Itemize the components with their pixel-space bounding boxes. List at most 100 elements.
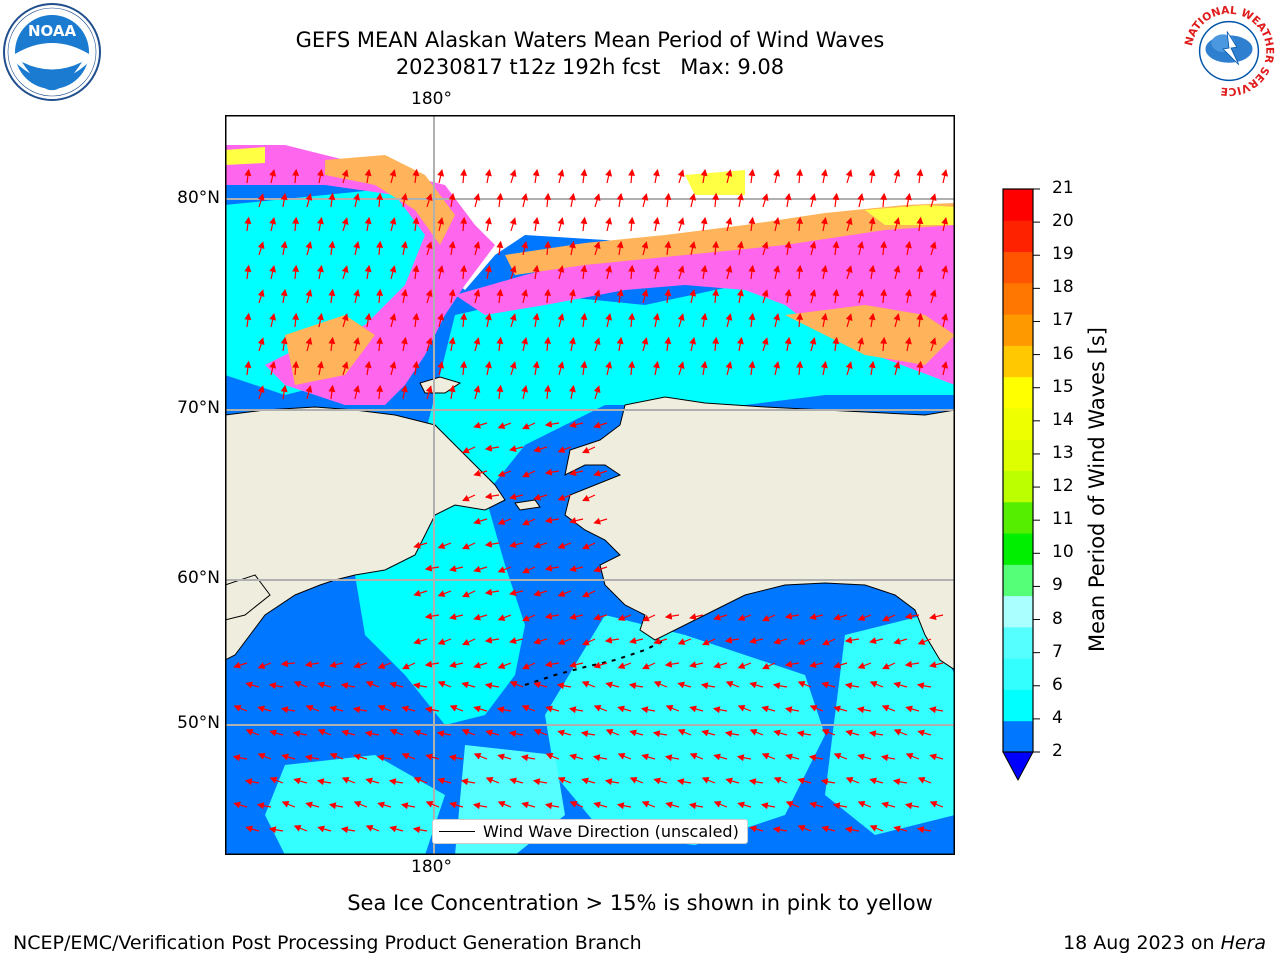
wind-wave-arrowhead	[616, 240, 624, 249]
colorbar-tick-label: 17	[1052, 310, 1074, 331]
wind-wave-arrowhead	[616, 288, 624, 297]
wind-wave-arrowhead	[341, 777, 350, 784]
wind-wave-arrowhead	[352, 706, 361, 714]
wind-wave-arrowhead	[737, 705, 746, 712]
wind-wave-arrowhead	[473, 385, 481, 393]
colorbar-segment	[1003, 689, 1033, 722]
wind-wave-arrowhead	[244, 264, 252, 273]
wind-wave-arrowhead	[317, 216, 324, 225]
wind-wave-arrowhead	[485, 216, 492, 225]
wind-wave-arrowhead	[509, 169, 517, 177]
wind-wave-arrowhead	[929, 661, 937, 669]
wind-wave-arrowhead	[880, 336, 888, 344]
wind-wave-arrowhead	[509, 541, 517, 549]
wind-wave-arrowhead	[437, 777, 445, 785]
wind-wave-arrowhead	[497, 753, 505, 761]
wind-wave-arrowhead	[437, 265, 445, 273]
wind-wave-arrowhead	[893, 169, 901, 177]
colorbar-tick-label: 12	[1052, 476, 1074, 497]
wind-wave-arrowhead	[401, 288, 408, 297]
wind-wave-arrowhead	[593, 517, 601, 525]
wind-wave-arrowhead	[796, 264, 804, 272]
wind-wave-arrowhead	[389, 265, 397, 273]
wind-wave-arrowhead	[784, 660, 793, 668]
wind-wave-arrowhead	[461, 681, 469, 689]
wind-wave-arrowhead	[773, 361, 781, 369]
nws-logo: NATIONAL WEATHER SERVICE	[1181, 4, 1276, 98]
wind-wave-arrowhead	[389, 169, 397, 177]
wind-wave-arrowhead	[304, 660, 313, 668]
wind-wave-arrowhead	[484, 492, 493, 500]
wind-wave-arrowhead	[880, 754, 889, 762]
wind-wave-arrowhead	[892, 778, 901, 786]
colorbar-tick-label: 16	[1052, 343, 1074, 364]
wind-wave-arrowhead	[353, 385, 361, 393]
wind-wave-arrowhead	[448, 240, 456, 249]
wind-wave-arrowhead	[593, 337, 601, 345]
wind-wave-arrowhead	[772, 826, 781, 834]
footer-host: Hera	[1220, 932, 1266, 954]
wind-wave-arrowhead	[641, 337, 649, 345]
wind-wave-arrowhead	[689, 705, 697, 713]
wind-wave-arrowhead	[629, 637, 637, 645]
wind-wave-arrowhead	[568, 706, 577, 714]
wind-wave-arrowhead	[377, 801, 385, 809]
wind-wave-arrowhead	[881, 705, 890, 712]
wind-wave-arrowhead	[917, 729, 925, 737]
wind-wave-arrowhead	[617, 662, 626, 669]
wind-wave-arrowhead	[593, 613, 601, 621]
wind-wave-arrowhead	[268, 682, 277, 690]
wind-wave-arrowhead	[928, 706, 937, 714]
wind-wave-arrowhead	[449, 801, 457, 809]
wind-wave-arrowhead	[292, 730, 301, 738]
wind-wave-arrowhead	[557, 446, 566, 453]
wind-wave-arrowhead	[905, 240, 912, 249]
wind-wave-arrowhead	[293, 681, 302, 688]
wind-wave-arrowhead	[544, 384, 552, 392]
colorbar-tick-label: 2	[1052, 741, 1063, 761]
wind-wave-arrowhead	[868, 216, 876, 225]
wind-wave-arrowhead	[460, 264, 468, 272]
wind-wave-arrowhead	[676, 778, 685, 786]
wind-wave-arrowhead	[821, 216, 828, 225]
wind-wave-arrowhead	[773, 217, 781, 225]
wind-wave-arrowhead	[341, 729, 349, 737]
wind-wave-arrowhead	[521, 385, 529, 393]
wind-wave-arrowhead	[497, 518, 506, 525]
wind-wave-arrowhead	[664, 192, 672, 201]
wind-wave-arrowhead	[292, 312, 300, 320]
wind-wave-arrowhead	[712, 240, 720, 248]
wind-wave-arrowhead	[269, 361, 277, 369]
no-data-area	[225, 115, 955, 290]
wind-wave-arrowhead	[605, 729, 614, 736]
wind-wave-arrowhead	[448, 288, 456, 297]
wind-wave-arrowhead	[389, 361, 397, 369]
wind-wave-arrowhead	[521, 705, 530, 712]
wind-wave-arrowhead	[365, 825, 374, 832]
wind-wave-arrowhead	[280, 336, 288, 345]
colorbar-segment	[1003, 189, 1033, 221]
wind-wave-arrowhead	[462, 446, 470, 454]
wind-wave-arrowhead	[437, 590, 446, 597]
wind-wave-arrowhead	[905, 288, 912, 297]
wind-wave-arrowhead	[269, 217, 277, 225]
wind-wave-arrowhead	[929, 289, 937, 297]
colorbar-tick-label: 14	[1052, 409, 1074, 430]
wind-wave-arrowhead	[533, 445, 541, 453]
wind-wave-arrowhead	[473, 193, 481, 201]
wind-wave-arrowhead	[844, 636, 853, 644]
wind-wave-arrowhead	[593, 289, 601, 297]
wind-wave-arrowhead	[269, 777, 278, 784]
wind-wave-arrowhead	[917, 777, 926, 784]
wind-wave-arrowhead	[389, 217, 397, 225]
wind-wave-arrowhead	[700, 360, 708, 369]
wind-wave-arrowhead	[808, 754, 817, 762]
colorbar-segment	[1003, 314, 1033, 346]
wind-wave-arrowhead	[280, 660, 288, 668]
wind-wave-arrowhead	[473, 337, 481, 345]
wind-wave-arrowhead	[616, 802, 625, 810]
wind-wave-arrowhead	[269, 265, 277, 273]
wind-wave-arrowhead	[796, 216, 804, 224]
wind-wave-arrowhead	[641, 289, 649, 297]
wind-wave-arrowhead	[857, 662, 866, 669]
